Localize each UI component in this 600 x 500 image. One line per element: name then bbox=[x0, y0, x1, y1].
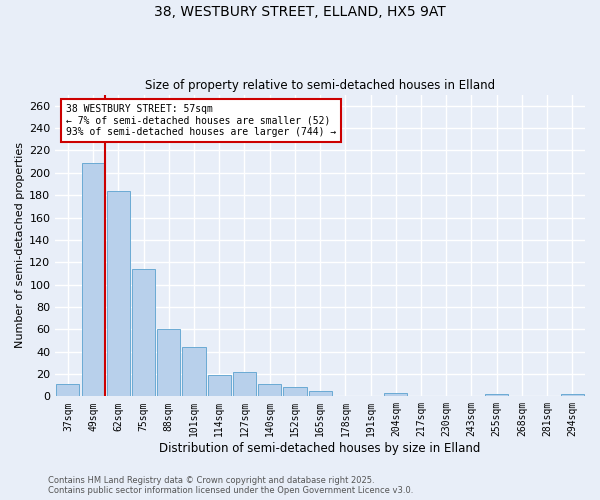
Bar bbox=[107, 190, 130, 396]
Text: Contains HM Land Registry data © Crown copyright and database right 2025.
Contai: Contains HM Land Registry data © Crown c… bbox=[48, 476, 413, 495]
Bar bbox=[561, 394, 584, 396]
Bar bbox=[56, 384, 79, 396]
Bar bbox=[82, 162, 105, 396]
Bar bbox=[132, 269, 155, 396]
Bar bbox=[208, 375, 231, 396]
Bar bbox=[308, 390, 332, 396]
Bar bbox=[233, 372, 256, 396]
Title: Size of property relative to semi-detached houses in Elland: Size of property relative to semi-detach… bbox=[145, 79, 495, 92]
X-axis label: Distribution of semi-detached houses by size in Elland: Distribution of semi-detached houses by … bbox=[160, 442, 481, 455]
Bar bbox=[258, 384, 281, 396]
Bar bbox=[485, 394, 508, 396]
Text: 38 WESTBURY STREET: 57sqm
← 7% of semi-detached houses are smaller (52)
93% of s: 38 WESTBURY STREET: 57sqm ← 7% of semi-d… bbox=[66, 104, 336, 137]
Bar bbox=[157, 330, 181, 396]
Text: 38, WESTBURY STREET, ELLAND, HX5 9AT: 38, WESTBURY STREET, ELLAND, HX5 9AT bbox=[154, 5, 446, 19]
Y-axis label: Number of semi-detached properties: Number of semi-detached properties bbox=[15, 142, 25, 348]
Bar bbox=[384, 393, 407, 396]
Bar bbox=[182, 347, 206, 397]
Bar bbox=[283, 388, 307, 396]
